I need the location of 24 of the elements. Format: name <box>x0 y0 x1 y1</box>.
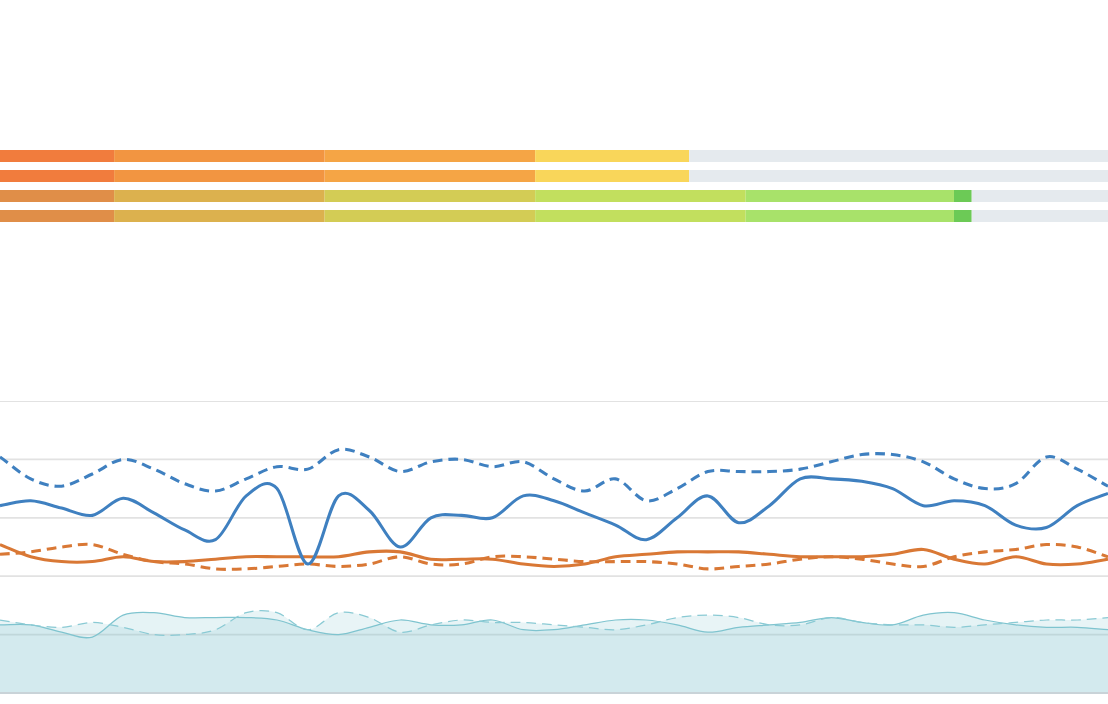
bar <box>745 190 954 202</box>
bar <box>0 170 115 182</box>
bar <box>324 210 536 222</box>
bar <box>971 210 1108 222</box>
bar <box>953 190 972 202</box>
bar <box>689 170 1108 182</box>
bar <box>114 210 325 222</box>
bar <box>535 150 690 162</box>
bar <box>0 190 115 202</box>
bar <box>971 190 1108 202</box>
bar <box>114 190 325 202</box>
bar <box>324 150 536 162</box>
bar <box>535 170 690 182</box>
bar <box>0 150 115 162</box>
bar <box>535 210 746 222</box>
bar <box>114 150 325 162</box>
bar <box>324 170 536 182</box>
bar <box>689 150 1108 162</box>
bar <box>324 190 536 202</box>
bar <box>535 190 746 202</box>
bar <box>114 170 325 182</box>
bar <box>953 210 972 222</box>
bar <box>745 210 954 222</box>
bar <box>0 210 115 222</box>
